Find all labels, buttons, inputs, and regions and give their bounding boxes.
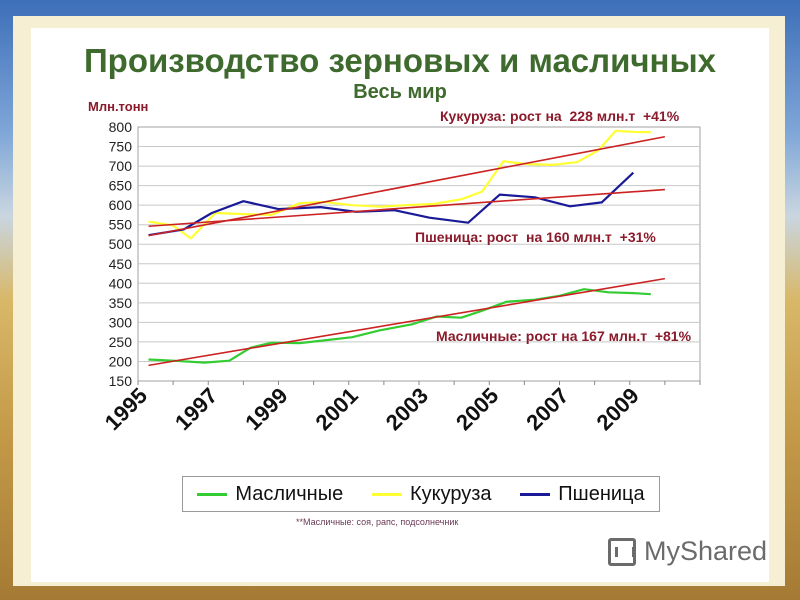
presentation-board-icon bbox=[608, 537, 636, 566]
x-tick-label: 1997 bbox=[170, 383, 222, 435]
legend-swatch-wheat bbox=[520, 492, 551, 496]
trend-line-0 bbox=[148, 135, 666, 237]
x-tick-label: 1999 bbox=[240, 383, 292, 435]
y-axis-unit-label: Млн.тонн bbox=[88, 99, 149, 114]
y-tick-label: 650 bbox=[109, 178, 133, 194]
plot-area bbox=[137, 126, 701, 382]
x-tick-label: 2005 bbox=[451, 383, 503, 435]
legend-label-corn: Кукуруза bbox=[409, 482, 492, 505]
x-tick-label: 2001 bbox=[311, 383, 363, 435]
legend-label-oilseeds: Масличные bbox=[235, 482, 344, 505]
legend-item-wheat: Пшеница bbox=[520, 482, 645, 506]
legend-label-wheat: Пшеница bbox=[558, 482, 645, 505]
y-tick-label: 800 bbox=[109, 119, 133, 135]
y-tick-label: 500 bbox=[109, 236, 133, 252]
x-tick-label: 2003 bbox=[381, 383, 433, 435]
watermark-brand: MyShared bbox=[608, 536, 767, 567]
oilseeds-growth-annotation: Масличные: рост на 167 млн.т +81% bbox=[436, 328, 692, 344]
y-tick-label: 150 bbox=[109, 373, 133, 389]
y-tick-label: 350 bbox=[109, 295, 133, 311]
y-tick-label: 600 bbox=[109, 197, 133, 213]
footnote: **Масличные: соя, рапс, подсолнечник bbox=[296, 517, 459, 527]
chart-legend: Масличные Кукуруза Пшеница bbox=[182, 476, 660, 512]
corn-growth-annotation: Кукуруза: рост на 228 млн.т +41% bbox=[440, 108, 680, 124]
brand-name: MyShared bbox=[644, 536, 768, 566]
wheat-growth-annotation: Пшеница: рост на 160 млн.т +31% bbox=[415, 229, 656, 245]
x-tick-label: 2007 bbox=[521, 383, 573, 435]
series-line-0 bbox=[148, 288, 651, 364]
legend-swatch-corn bbox=[371, 492, 402, 496]
legend-item-oilseeds: Масличные bbox=[197, 483, 343, 506]
y-tick-label: 700 bbox=[109, 158, 133, 174]
legend-item-corn: Кукуруза bbox=[371, 482, 492, 506]
series-line-2 bbox=[148, 171, 635, 237]
y-tick-label: 250 bbox=[109, 334, 133, 350]
series-line-1 bbox=[148, 129, 651, 240]
x-tick-label: 2009 bbox=[592, 383, 644, 435]
legend-swatch-oilseeds bbox=[197, 492, 228, 496]
y-tick-label: 450 bbox=[109, 256, 133, 272]
trend-line-2 bbox=[148, 277, 666, 367]
y-tick-label: 400 bbox=[109, 275, 133, 291]
y-tick-label: 750 bbox=[109, 139, 133, 155]
y-tick-label: 300 bbox=[109, 314, 133, 330]
slide-title: Производство зерновых и масличных bbox=[83, 42, 717, 79]
x-tick-label: 1995 bbox=[100, 383, 152, 435]
slide-subtitle: Весь мир bbox=[353, 81, 447, 103]
trend-line-1 bbox=[148, 188, 665, 228]
y-tick-label: 550 bbox=[109, 217, 133, 233]
y-tick-label: 200 bbox=[109, 353, 133, 369]
